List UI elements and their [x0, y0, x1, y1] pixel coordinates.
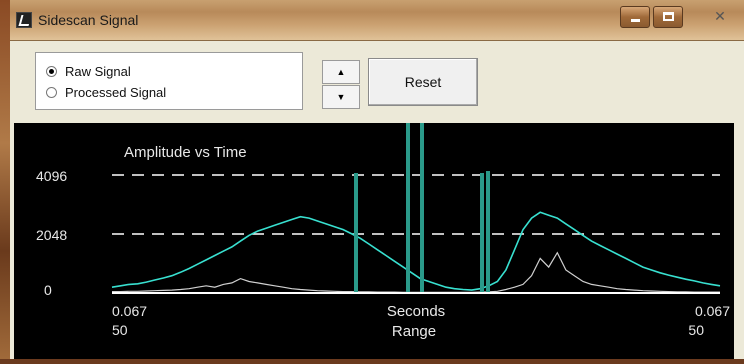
- processed-signal-option[interactable]: Processed Signal: [46, 84, 166, 100]
- y-tick-label: 4096: [36, 168, 67, 184]
- window-title: Sidescan Signal: [38, 12, 139, 28]
- processed-signal-line: [112, 251, 720, 293]
- marker-spike: [480, 173, 484, 293]
- processed-signal-label: Processed Signal: [65, 84, 167, 100]
- marker-spike: [406, 123, 410, 293]
- raw-signal-line: [111, 211, 721, 291]
- x-right-label: 0.067: [695, 303, 730, 319]
- range-right-label: 50: [688, 322, 704, 338]
- app-icon: [16, 12, 32, 28]
- signal-mode-group: Raw Signal Processed Signal: [35, 52, 303, 110]
- title-bar[interactable]: Sidescan Signal ✕: [10, 0, 744, 41]
- marker-spike: [354, 173, 358, 293]
- y-tick-label: 0: [44, 282, 52, 298]
- x-axis-label: Seconds: [387, 303, 445, 320]
- x-left-label: 0.067: [112, 303, 147, 319]
- y-tick-label: 2048: [36, 227, 67, 243]
- raw-signal-option[interactable]: Raw Signal: [46, 63, 131, 79]
- chart-title: Amplitude vs Time: [124, 144, 247, 161]
- chart-series: [111, 211, 721, 293]
- close-button[interactable]: ✕: [700, 6, 740, 28]
- processed-signal-radio[interactable]: [46, 86, 57, 98]
- range-axis-label: Range: [392, 323, 436, 340]
- arrow-down-icon: ▼: [336, 92, 346, 102]
- raw-signal-radio[interactable]: [46, 65, 57, 77]
- close-icon: ✕: [714, 8, 726, 24]
- range-left-label: 50: [112, 322, 128, 338]
- marker-spike: [486, 171, 490, 293]
- reset-button[interactable]: Reset: [368, 58, 478, 106]
- marker-spike: [420, 123, 424, 293]
- amplitude-chart-panel: Amplitude vs Time 4096 2048 0 0.067 50 S…: [14, 123, 734, 359]
- minimize-icon: [631, 19, 640, 22]
- maximize-icon: [663, 12, 674, 21]
- arrow-up-icon: ▲: [336, 67, 346, 77]
- chart-markers: [354, 123, 490, 293]
- spinner-up-button[interactable]: ▲: [322, 60, 360, 84]
- minimize-button[interactable]: [620, 6, 650, 28]
- amplitude-chart: Amplitude vs Time 4096 2048 0 0.067 50 S…: [36, 123, 730, 340]
- maximize-button[interactable]: [653, 6, 683, 28]
- raw-signal-label: Raw Signal: [65, 63, 131, 79]
- chart-grid: [112, 174, 720, 235]
- spinner-down-button[interactable]: ▼: [322, 85, 360, 109]
